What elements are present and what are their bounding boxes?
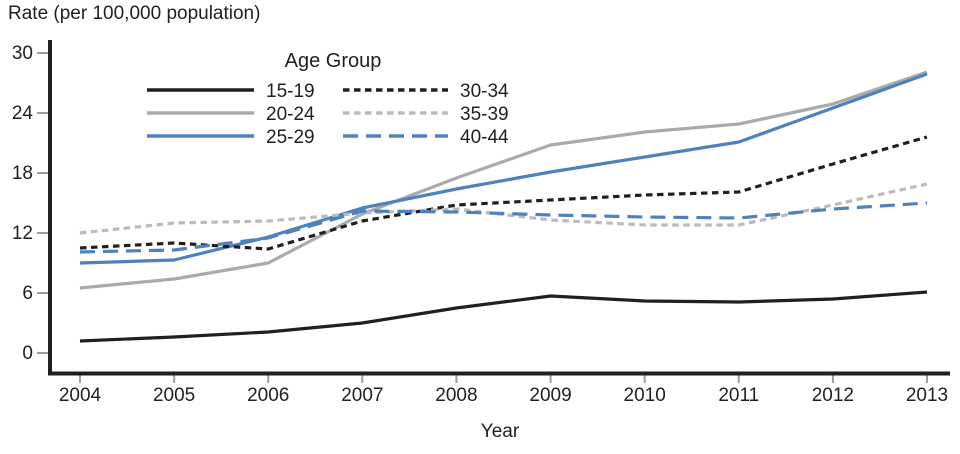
series-line-30-34 [79, 135, 928, 251]
y-axis-tick-label: 12 [12, 223, 33, 244]
legend-label-30-34: 30-34 [460, 81, 509, 102]
x-axis-tick-label: 2007 [341, 385, 383, 406]
series-line-15-19 [79, 290, 928, 343]
legend-title: Age Group [285, 50, 382, 72]
series-line-20-24 [79, 70, 928, 290]
x-axis-tick-label: 2010 [624, 385, 666, 406]
y-axis-tick-label: 6 [22, 283, 33, 304]
legend-label-25-29: 25-29 [266, 127, 315, 148]
legend-label-15-19: 15-19 [266, 81, 315, 102]
x-axis-title: Year [481, 421, 520, 442]
y-axis-title: Rate (per 100,000 population) [8, 3, 261, 24]
x-axis-tick-label: 2006 [247, 385, 289, 406]
series-line-35-39 [79, 182, 928, 235]
series-line-25-29 [79, 72, 928, 265]
y-axis-tick-label: 0 [22, 343, 33, 364]
y-axis-tick-label: 18 [12, 163, 33, 184]
x-axis-tick-label: 2013 [906, 385, 948, 406]
x-axis-tick-label: 2012 [812, 385, 854, 406]
x-axis-tick-label: 2011 [718, 385, 759, 406]
legend-label-35-39: 35-39 [460, 104, 509, 125]
x-axis-tick-label: 2005 [153, 385, 195, 406]
legend-label-40-44: 40-44 [460, 127, 509, 148]
x-axis-tick-label: 2008 [435, 385, 477, 406]
legend-label-20-24: 20-24 [266, 104, 315, 125]
y-axis-tick-label: 30 [12, 43, 33, 64]
x-axis-tick-label: 2004 [59, 385, 102, 406]
y-axis-tick-label: 24 [12, 103, 34, 124]
series-line-40-44 [79, 201, 928, 254]
x-axis-tick-label: 2009 [529, 385, 571, 406]
